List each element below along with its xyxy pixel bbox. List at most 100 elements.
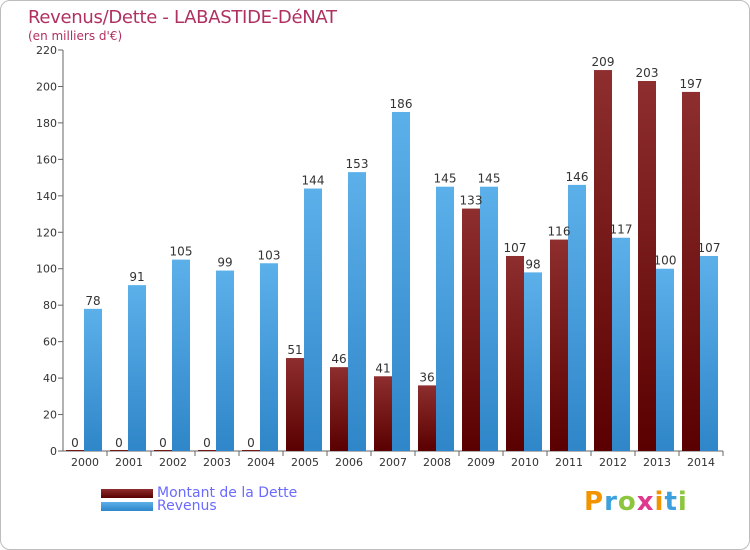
legend-swatch-revenue [101,502,153,511]
x-tick-label: 2002 [159,456,187,469]
bar-debt-2005 [286,358,304,451]
bar-debt-2002 [154,450,172,451]
legend-item-revenue: Revenus [101,499,297,514]
logo-letter: x [636,487,655,517]
value-label-revenue-2003: 99 [217,256,232,270]
bar-revenue-2007 [392,111,410,452]
logo-letter: t [664,487,678,517]
x-tick-label: 2013 [643,456,671,469]
y-tick-label: 120 [36,226,57,239]
bar-debt-2010 [506,255,524,451]
value-label-revenue-2012: 117 [610,223,633,237]
value-label-revenue-2008: 145 [434,172,457,186]
bar-debt-2004 [242,450,260,451]
bar-revenue-2013 [656,268,674,451]
value-label-revenue-2004: 103 [258,248,281,262]
value-label-revenue-2001: 91 [129,270,144,284]
bar-debt-2000 [66,450,84,451]
y-tick-label: 40 [43,372,57,385]
value-label-revenue-2005: 144 [302,174,325,188]
x-tick-label: 2010 [511,456,539,469]
bar-debt-2003 [198,450,216,451]
y-tick-label: 60 [43,336,57,349]
value-label-debt-2012: 209 [592,55,615,69]
value-label-debt-2010: 107 [504,241,527,255]
bar-debt-2012 [594,70,612,452]
logo-letter: r [604,487,618,517]
value-label-debt-2008: 36 [419,370,434,384]
bar-debt-2014 [682,91,700,451]
bar-debt-2011 [550,239,568,451]
value-label-revenue-2013: 100 [654,254,677,268]
y-tick-label: 80 [43,299,57,312]
value-label-revenue-2006: 153 [346,157,369,171]
x-tick-label: 2000 [71,456,99,469]
bar-revenue-2010 [524,272,542,451]
chart-subtitle: (en milliers d'€) [28,29,123,43]
value-label-debt-2002: 0 [159,436,167,450]
bar-debt-2001 [110,450,128,451]
y-tick-label: 160 [36,153,57,166]
bar-revenue-2012 [612,237,630,451]
bar-debt-2008 [418,385,436,451]
value-label-revenue-2010: 98 [525,257,540,271]
x-tick-label: 2011 [555,456,583,469]
bar-revenue-2005 [304,188,322,451]
bar-debt-2006 [330,367,348,451]
logo-letter: i [654,487,665,517]
value-label-debt-2009: 133 [460,194,483,208]
y-tick-label: 100 [36,263,57,276]
value-label-debt-2014: 197 [680,77,703,91]
bar-revenue-2002 [172,259,190,451]
y-tick-label: 140 [36,190,57,203]
x-tick-label: 2012 [599,456,627,469]
x-tick-label: 2003 [203,456,231,469]
bar-revenue-2014 [700,255,718,451]
value-label-revenue-2007: 186 [390,97,413,111]
value-label-debt-2000: 0 [71,436,79,450]
value-label-revenue-2000: 78 [85,294,100,308]
y-tick-label: 200 [36,80,57,93]
logo-letter: i [677,487,688,517]
value-label-debt-2005: 51 [287,343,302,357]
chart-title: Revenus/Dette - LABASTIDE-DéNAT [28,7,337,28]
bar-revenue-2003 [216,270,234,451]
x-tick-label: 2004 [247,456,275,469]
y-tick-label: 220 [36,44,57,57]
bar-revenue-2006 [348,172,366,451]
y-tick-label: 20 [43,409,57,422]
x-tick-label: 2005 [291,456,319,469]
x-tick-label: 2014 [687,456,715,469]
legend: Montant de la Dette Revenus [101,486,297,514]
value-label-revenue-2011: 146 [566,170,589,184]
proxiti-logo: Proxiti [584,487,688,517]
legend-item-debt: Montant de la Dette [101,486,297,501]
x-tick-label: 2007 [379,456,407,469]
bar-debt-2007 [374,376,392,451]
bar-revenue-2004 [260,263,278,451]
value-label-revenue-2002: 105 [170,245,193,259]
bar-debt-2013 [638,80,656,452]
value-label-debt-2011: 116 [548,225,571,239]
bar-revenue-2001 [128,285,146,451]
bar-debt-2009 [462,208,480,451]
y-tick-label: 180 [36,117,57,130]
value-label-debt-2001: 0 [115,436,123,450]
value-labels: 0780910105099010351144461534118636145133… [71,55,720,450]
bar-revenue-2008 [436,186,454,452]
bar-revenue-2000 [84,308,102,451]
value-label-debt-2003: 0 [203,436,211,450]
legend-label-debt: Montant de la Dette [157,485,298,501]
logo-letter: P [584,487,605,517]
value-label-revenue-2009: 145 [478,172,501,186]
legend-swatch-debt [101,489,153,498]
bars [66,70,718,452]
x-tick-label: 2008 [423,456,451,469]
x-tick-label: 2001 [115,456,143,469]
x-tick-label: 2006 [335,456,363,469]
value-label-debt-2006: 46 [331,352,346,366]
value-label-revenue-2014: 107 [698,241,721,255]
legend-label-revenue: Revenus [157,498,217,514]
